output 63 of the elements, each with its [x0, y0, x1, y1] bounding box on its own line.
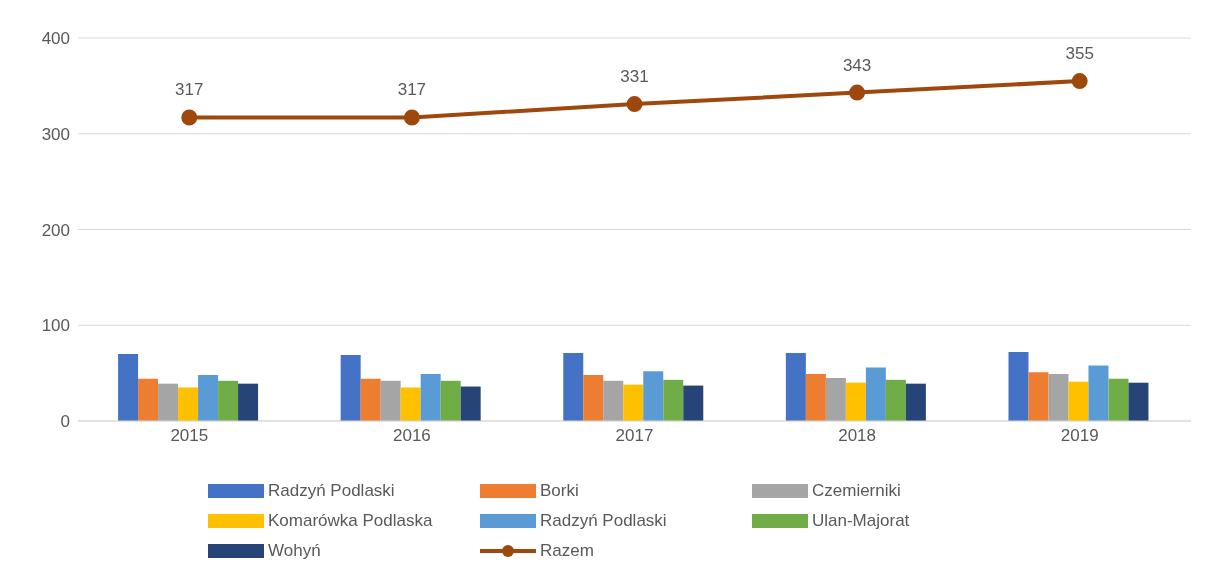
legend-label: Czemierniki: [812, 481, 901, 501]
bar: [178, 387, 199, 421]
bar: [885, 379, 906, 421]
bar: [118, 353, 139, 421]
y-tick-label: 400: [41, 29, 70, 49]
point: [181, 109, 198, 126]
data-label: 317: [397, 80, 427, 100]
bar: [340, 354, 361, 421]
point: [626, 96, 643, 113]
legend-label: Borki: [540, 481, 579, 501]
bar: [1108, 378, 1129, 421]
bar: [360, 378, 381, 421]
x-tick-label: 2016: [392, 426, 431, 446]
data-label: 317: [175, 80, 204, 100]
bar: [603, 380, 624, 421]
bar: [400, 387, 421, 421]
bar: [238, 383, 259, 421]
bar: [1028, 372, 1049, 421]
bar: [1088, 365, 1109, 421]
bar: [683, 385, 704, 421]
x-tick-label: 2015: [170, 426, 209, 446]
bar: [563, 353, 584, 421]
bar: [643, 371, 664, 421]
x-tick-label: 2017: [615, 426, 654, 446]
bar: [1048, 374, 1069, 421]
data-label: 343: [842, 55, 872, 75]
bar: [420, 374, 441, 421]
legend-label: Razem: [540, 541, 594, 561]
bar: [905, 383, 926, 421]
bar: [623, 384, 644, 421]
bar: [380, 380, 401, 421]
legend-label: Radzyń Podlaski: [268, 481, 395, 501]
bar: [1128, 382, 1149, 421]
legend-label: Ulan-Majorat: [812, 511, 910, 531]
legend-label: Wohyń: [268, 541, 321, 561]
bar: [825, 377, 846, 421]
point: [403, 109, 420, 126]
x-tick-label: 2019: [1060, 426, 1099, 446]
bar: [785, 353, 806, 421]
x-tick-label: 2018: [838, 426, 877, 446]
point: [849, 84, 866, 101]
y-tick-label: 100: [41, 316, 70, 336]
bar: [663, 379, 684, 421]
point: [1071, 73, 1088, 90]
bar: [138, 378, 159, 421]
legend-label: Komarówka Podlaska: [268, 511, 433, 531]
bar: [440, 380, 461, 421]
data-label: 331: [620, 67, 649, 87]
bar: [1008, 352, 1029, 421]
legend-label: Radzyń Podlaski: [540, 511, 667, 531]
data-label: 355: [1065, 44, 1094, 64]
bar: [845, 382, 866, 421]
bar: [1068, 381, 1089, 421]
y-tick-label: 200: [41, 220, 70, 240]
bar: [865, 367, 886, 421]
y-tick-label: 300: [41, 124, 70, 144]
bar: [218, 380, 239, 421]
y-tick-label: 0: [60, 412, 70, 432]
bar: [198, 375, 219, 421]
bar: [805, 374, 826, 421]
bar: [158, 383, 179, 421]
bar: [460, 386, 481, 421]
bar: [583, 375, 604, 421]
